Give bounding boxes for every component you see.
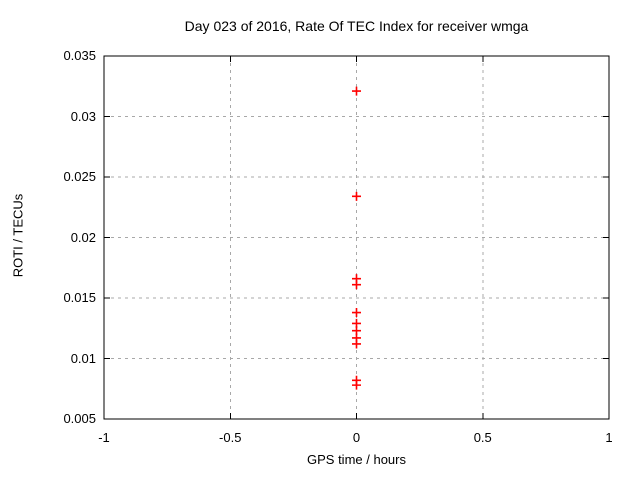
x-tick-label: -1 xyxy=(98,430,110,445)
x-tick-label: 1 xyxy=(605,430,613,445)
chart-title: Day 023 of 2016, Rate Of TEC Index for r… xyxy=(184,18,529,34)
y-tick-label: 0.005 xyxy=(63,411,96,426)
y-tick-label: 0.035 xyxy=(63,48,96,63)
data-point-marker xyxy=(352,339,361,349)
y-tick-label: 0.015 xyxy=(63,290,96,305)
x-tick-label: 0.5 xyxy=(473,430,492,445)
x-tick-label: 0 xyxy=(352,430,361,445)
y-tick-label: 0.03 xyxy=(70,108,96,124)
x-tick-label: -0.5 xyxy=(219,430,242,445)
x-axis-label: GPS time / hours xyxy=(307,452,406,467)
y-tick-label: 0.01 xyxy=(70,350,96,366)
y-tick-label: 0.025 xyxy=(63,169,96,184)
data-point-marker xyxy=(352,280,361,290)
data-point-marker xyxy=(352,86,361,96)
y-tick-label: 0.02 xyxy=(70,229,96,245)
data-point-marker xyxy=(352,308,361,318)
data-point-marker xyxy=(352,380,361,390)
data-point-marker xyxy=(352,191,361,201)
